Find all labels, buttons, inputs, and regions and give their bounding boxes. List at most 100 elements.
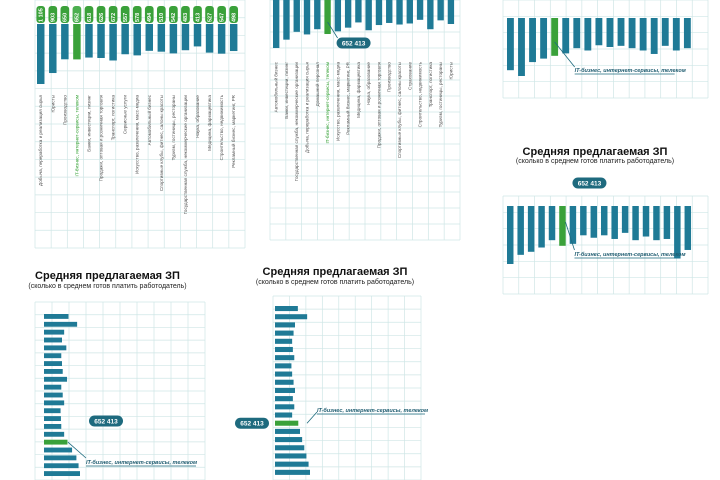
panel-d-bar [569, 206, 577, 244]
panel-c-bar [606, 18, 614, 47]
panel-b-callout-leader [327, 21, 338, 39]
panel-a-bar [181, 24, 190, 51]
panel-d-bar [559, 206, 566, 246]
panel-e-bar [44, 361, 62, 367]
panel-a-category-label: Рекламный бизнес, маркетинг, PR [230, 94, 236, 167]
panel-a-value-pill [96, 6, 106, 23]
panel-a-bar [73, 24, 81, 60]
panel-a-value-label: 618 [87, 13, 93, 22]
panel-a-category-label: Автомобильный бизнес [146, 94, 152, 145]
chart-panel-b: Автомобильный бизнес Банки, инвестиции, л… [262, 0, 472, 260]
panel-e-bar [44, 384, 62, 390]
panel-e-bar [44, 392, 63, 398]
panel-b-bar [406, 0, 413, 24]
panel-d-bar [653, 206, 660, 241]
panel-d-callout-leader [565, 221, 575, 251]
chart-b-svg: Автомобильный бизнес Банки, инвестиции, л… [269, 0, 461, 241]
chart-e-title: Средняя предлагаемая ЗП [35, 270, 180, 282]
panel-c-bar [650, 18, 658, 54]
panel-a-bar [37, 24, 45, 84]
panel-a-category-label: Строительство, недвижимость [219, 94, 224, 160]
chart-a-svg: 1 105 Добыча, переработка и реализация сы… [34, 0, 246, 249]
panel-f-bar [275, 420, 299, 426]
panel-e-callout-pill [89, 415, 123, 427]
panel-a-value-pill [84, 6, 94, 23]
panel-c-bar [540, 18, 548, 59]
panel-a-category-label: Спортивные клубы, фитнес, салоны красоты [159, 95, 164, 191]
panel-f-bar [275, 371, 293, 377]
panel-b-category-label: Продажи, оптовая и розничная торговля [376, 61, 381, 148]
chart-panel-d: Средняя предлагаемая ЗП (сколько в средн… [495, 140, 720, 300]
panel-f-bar [275, 346, 293, 353]
panel-f-bar [275, 412, 293, 418]
panel-b-bar [334, 0, 342, 32]
panel-c-bar [529, 18, 536, 63]
panel-e-bar [44, 337, 62, 343]
panel-e-bar [44, 408, 61, 414]
panel-b-category-label: Строительство, недвижимость [418, 61, 423, 127]
panel-a-value-pill [181, 6, 190, 23]
panel-f-bar [275, 437, 303, 443]
panel-a-bar [97, 24, 105, 58]
panel-e-bar [44, 369, 63, 374]
panel-a-category-label: Банки, инвестиции, лизинг [86, 95, 91, 152]
panel-f-bar [275, 363, 292, 369]
panel-f-callout-value: 652 413 [240, 421, 264, 428]
panel-b-category-label: IT-бизнес, интернет-сервисы, телеком [325, 62, 330, 143]
panel-b-bar [314, 0, 321, 30]
panel-b-category-label: Наука, образование [366, 62, 371, 105]
panel-b-bar [273, 0, 280, 48]
panel-a-category-label: Медицина, фармацевтика [207, 95, 212, 151]
panel-f-bar [275, 387, 295, 393]
panel-b-category-label: Страхование [407, 62, 412, 90]
panel-a-value-label: 650 [63, 13, 69, 22]
panel-d-bar [663, 206, 671, 239]
panel-d-bar [684, 206, 692, 250]
panel-b-bar [386, 0, 393, 23]
panel-b-category-label: Производство [387, 62, 392, 92]
panel-b-category-label: Искусство, развлечения, масс-медиа [335, 62, 340, 141]
panel-b-bar [375, 0, 383, 26]
panel-d-bar [548, 206, 556, 241]
panel-c-bar [595, 18, 603, 46]
panel-a-bar [169, 24, 178, 54]
panel-d-bar [621, 206, 629, 233]
panel-d-bar [527, 206, 535, 252]
panel-a-value-pill [72, 6, 82, 23]
panel-e-bar [44, 400, 65, 406]
panel-a-bar [193, 24, 202, 47]
panel-d-bar [580, 206, 587, 236]
panel-d-callout-value: 652 413 [578, 180, 602, 187]
panel-a-bar [205, 24, 214, 53]
panel-a-value-label: 494 [147, 12, 153, 22]
panel-a-value-label: 510 [159, 13, 165, 22]
panel-b-bar [396, 0, 403, 25]
panel-f-bar [275, 379, 294, 385]
panel-b-category-label: Спортивные клубы, фитнес, салоны красоты [397, 62, 402, 158]
panel-f-bar [275, 306, 298, 312]
panel-a-bar [157, 24, 166, 52]
panel-d-bar [538, 206, 545, 248]
panel-c-bar [672, 18, 680, 51]
panel-f-callout-label: IT-бизнес, интернет-сервисы, телеком [317, 407, 428, 414]
panel-a-value-pill [60, 6, 70, 23]
chart-d-svg: 652 413 IT-бизнес, интернет-сервисы, теле… [502, 177, 709, 295]
panel-a-value-pill [144, 6, 154, 23]
panel-b-bar [324, 0, 331, 35]
panel-f-bar [275, 338, 293, 344]
panel-a-value-label: 527 [207, 13, 213, 22]
panel-a-category-label: Искусство, развлечения, масс-медиа [135, 95, 140, 174]
chart-panel-e: Средняя предлагаемая ЗП (сколько в средн… [0, 262, 230, 480]
panel-a-bar [61, 24, 69, 60]
panel-a-value-label: 483 [183, 13, 189, 22]
panel-b-category-label: Домашний персонал [314, 62, 320, 107]
panel-c-bar [628, 18, 636, 49]
panel-c-bar [661, 18, 669, 46]
panel-a-category-label: Юристы [50, 95, 55, 112]
chart-f-subtitle: (сколько в среднем готов платить работод… [255, 279, 415, 286]
panel-e-bar [44, 353, 62, 359]
panel-c-bar [518, 18, 525, 76]
panel-e-bar [44, 329, 65, 335]
panel-b-category-label: Туризм, гостиницы, рестораны [438, 62, 443, 127]
panel-b-bar [293, 0, 300, 32]
